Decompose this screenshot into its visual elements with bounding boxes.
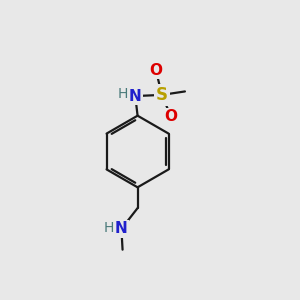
Text: O: O — [165, 109, 178, 124]
Text: S: S — [156, 86, 168, 104]
Text: O: O — [150, 63, 163, 78]
Text: N: N — [115, 221, 128, 236]
Text: H: H — [117, 87, 128, 101]
Text: N: N — [129, 88, 142, 104]
Text: H: H — [103, 221, 114, 235]
